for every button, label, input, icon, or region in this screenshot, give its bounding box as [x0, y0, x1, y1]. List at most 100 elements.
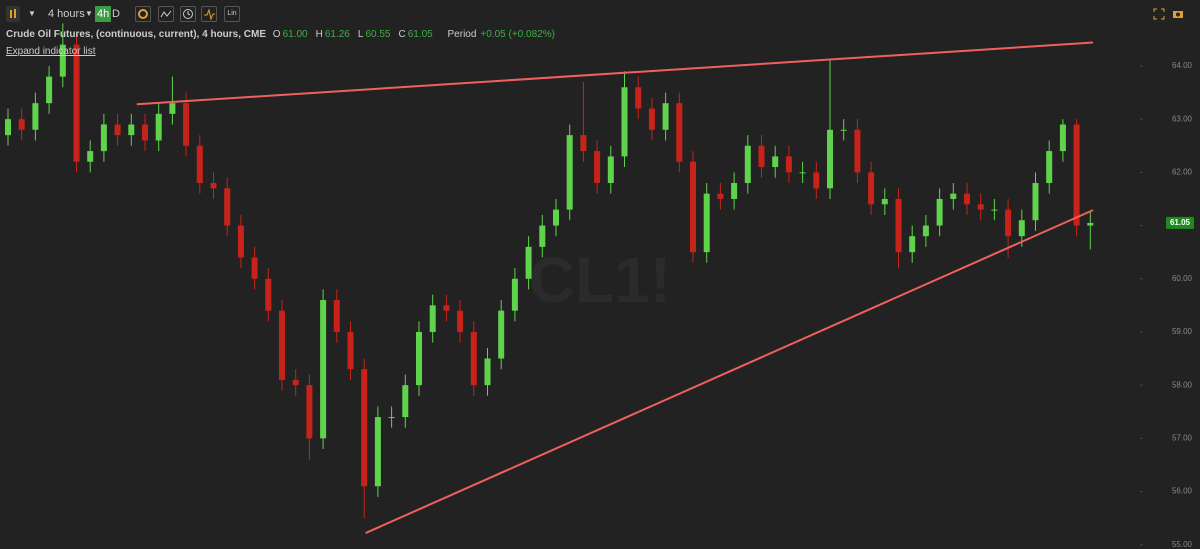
scale-button[interactable]: Lin [224, 6, 240, 22]
candle-body [717, 193, 724, 199]
candle-body [977, 204, 984, 210]
candle-body [224, 188, 231, 226]
candle-body [594, 151, 601, 183]
candle-body [374, 417, 381, 487]
candle-body [142, 124, 148, 141]
y-tick-label: 55.00 [1172, 540, 1193, 549]
symbol: Crude Oil Futures, (continuous, current)… [6, 29, 267, 40]
candle-body [676, 103, 683, 162]
candle-body [511, 278, 518, 311]
y-tick-label: 63.00 [1172, 114, 1193, 123]
candle-body [210, 183, 217, 189]
interval-4h[interactable]: 4h [95, 6, 112, 22]
watermark: CL1! [529, 244, 671, 316]
ohlc-value: 60.55 [365, 29, 391, 40]
ohlc-key: H [315, 29, 323, 40]
candle-body [881, 198, 888, 205]
candle-body [840, 129, 847, 131]
candle-body [46, 76, 53, 104]
candle-body [909, 236, 916, 253]
candle-body [429, 305, 436, 332]
candle-body [59, 44, 66, 77]
candle-body [1046, 151, 1053, 183]
candle-body [539, 225, 546, 247]
candle-body [744, 145, 751, 183]
candle-body [895, 198, 902, 253]
legend: Crude Oil Futures, (continuous, current)… [6, 29, 559, 40]
trendline [365, 209, 1094, 534]
candle-body [964, 193, 970, 205]
clock-button[interactable] [180, 6, 196, 22]
candle-body [498, 310, 505, 359]
settings-button[interactable] [135, 6, 151, 22]
y-tick-label: 60.00 [1172, 274, 1193, 283]
candle-body [1087, 222, 1094, 226]
trendline [136, 41, 1094, 106]
candle-body [772, 156, 779, 168]
candle-body [5, 119, 11, 136]
candle-body [1018, 220, 1025, 237]
dropdown-arrow[interactable]: ▼ [28, 9, 36, 18]
dropdown-arrow[interactable]: ▼ [85, 9, 93, 18]
y-tick-label: 57.00 [1172, 433, 1193, 442]
candle-body [265, 278, 272, 311]
candle-body [827, 129, 833, 189]
candle-body [525, 246, 532, 279]
candle-body [402, 385, 409, 418]
candle-body [785, 156, 792, 173]
candle-body [457, 310, 464, 332]
ohlc: O 61.00 H 61.26 L 60.55 C 61.05 [273, 29, 441, 40]
candle-body [484, 358, 491, 386]
candle-body [758, 145, 765, 168]
candle-body [1005, 209, 1012, 237]
candle-body [470, 331, 477, 386]
candle-body [333, 300, 340, 332]
interval-select[interactable]: 4 hours [48, 8, 85, 20]
candle-body [237, 225, 244, 258]
candle-body [648, 108, 655, 130]
candle-body [443, 305, 450, 311]
toolbar: ▼ 4 hours ▼ 4h D Lin [0, 0, 1200, 28]
y-tick-label: 56.00 [1172, 487, 1193, 496]
candle-body [731, 183, 738, 199]
candle-body [1073, 124, 1080, 226]
candle-body [854, 129, 861, 173]
candle-body [813, 172, 820, 189]
candle-body [635, 87, 642, 109]
candle-body [1032, 183, 1039, 221]
candle-body [662, 103, 669, 130]
candle-body [922, 225, 929, 237]
period-value: +0.05 (+0.082%) [480, 29, 555, 40]
y-tick-label: 62.00 [1172, 167, 1193, 176]
candle-body [306, 385, 313, 439]
candle-body [100, 124, 107, 152]
indicators-button[interactable] [158, 6, 174, 22]
candle-body [416, 331, 422, 386]
candle-body [155, 113, 162, 141]
candle-body [868, 172, 875, 205]
candle-body [799, 172, 806, 174]
candle-body [183, 103, 190, 146]
candle-body [566, 135, 573, 210]
candle-body [607, 156, 614, 183]
last-price-label: 61.05 [1170, 218, 1191, 227]
candle-body [553, 209, 559, 226]
candle-body [251, 257, 258, 279]
period-label: Period [447, 29, 477, 40]
y-tick-label: 59.00 [1172, 327, 1193, 336]
candle-body [347, 331, 354, 370]
expand-indicators[interactable]: Expand indicator list [6, 46, 96, 57]
candle-body [73, 44, 80, 162]
candle-body [991, 209, 998, 211]
ohlc-key: C [398, 29, 406, 40]
compare-button[interactable] [201, 6, 217, 22]
chart-type-button[interactable] [6, 6, 20, 22]
y-tick-label: 64.00 [1172, 61, 1193, 70]
candle-body [936, 198, 943, 226]
interval-d[interactable]: D [112, 8, 120, 20]
candle-body [87, 151, 94, 162]
candle-body [279, 310, 285, 380]
last-price-badge [1166, 216, 1194, 229]
y-tick-label: 58.00 [1172, 380, 1193, 389]
